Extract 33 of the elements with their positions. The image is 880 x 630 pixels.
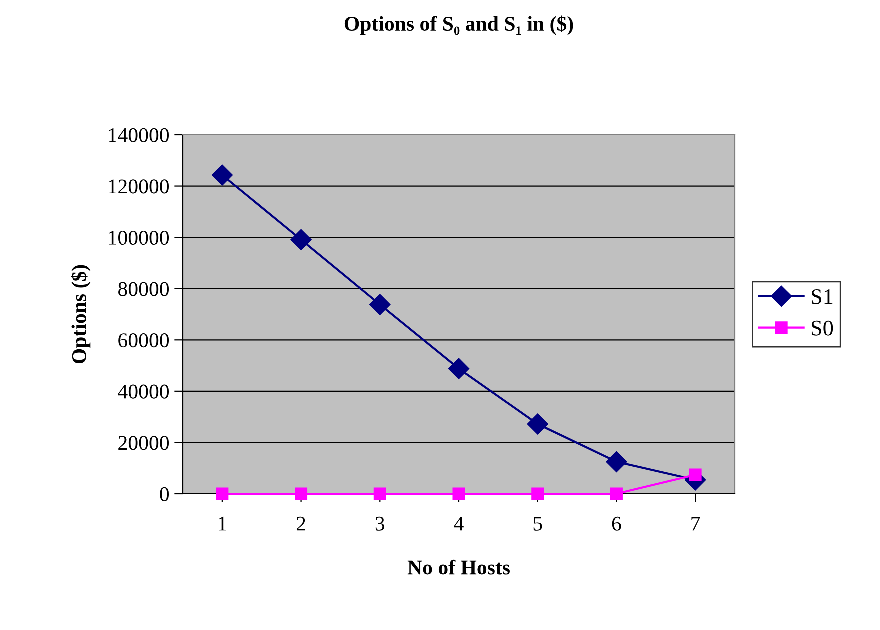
y-tick-label: 60000 [118,334,170,348]
point [370,294,391,316]
x-tick-label: 1 [219,516,226,531]
legend-label: S1 [812,289,833,304]
point [448,358,470,380]
point [295,488,308,500]
y-tick-label: 40000 [118,384,170,399]
chart-title: Options of S₀ and S₁ in ($) [344,16,574,36]
point [689,468,702,482]
x-tick-label: 3 [376,516,385,531]
x-tick-label: 2 [296,516,306,531]
point [606,451,628,472]
y-tick-label: 140000 [109,128,170,142]
y-axis-title: Options ($) [71,265,91,364]
y-tick-label: 0 [160,487,170,502]
point [532,488,544,500]
point [374,488,386,500]
point [452,488,466,500]
point [216,488,229,500]
point [212,164,233,186]
x-axis-title: No of Hosts [408,560,510,575]
point [290,229,312,250]
x-tick-label: 4 [454,516,464,531]
x-tick-label: 5 [534,517,542,531]
y-tick-label: 120000 [109,180,170,194]
y-tick-label: 20000 [118,436,170,450]
y-tick-label: 80000 [118,282,170,296]
point [527,414,548,435]
x-tick-label: 6 [612,516,622,531]
point [610,488,623,500]
x-tick-label: 7 [692,517,700,531]
y-tick-label: 100000 [109,230,170,246]
legend-label: S0 [812,320,834,336]
